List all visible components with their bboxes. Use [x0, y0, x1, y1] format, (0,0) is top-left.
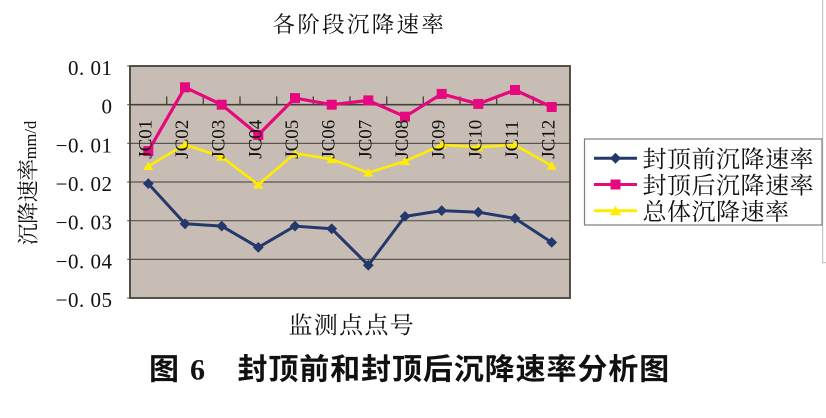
svg-text:JC05: JC05: [282, 120, 303, 159]
svg-text:−0. 04: −0. 04: [56, 249, 113, 273]
svg-text:mm/d: mm/d: [21, 120, 40, 159]
svg-text:JC11: JC11: [502, 120, 523, 158]
svg-text:JC06: JC06: [319, 120, 340, 159]
svg-text:−0. 03: −0. 03: [56, 211, 113, 235]
svg-text:0. 01: 0. 01: [68, 56, 113, 80]
svg-text:JC02: JC02: [172, 120, 193, 159]
svg-text:JC01: JC01: [135, 120, 156, 159]
svg-text:JC04: JC04: [245, 119, 266, 159]
svg-text:−0. 02: −0. 02: [56, 172, 113, 196]
svg-text:JC03: JC03: [209, 120, 230, 159]
svg-text:−0. 01: −0. 01: [56, 133, 113, 157]
svg-text:JC10: JC10: [465, 120, 486, 159]
svg-text:6: 6: [190, 354, 205, 387]
svg-text:0: 0: [102, 95, 113, 119]
svg-text:−0. 05: −0. 05: [56, 288, 113, 312]
svg-text:JC07: JC07: [355, 120, 376, 159]
svg-text:JC09: JC09: [429, 120, 450, 159]
svg-text:JC08: JC08: [392, 120, 413, 159]
svg-text:JC12: JC12: [539, 120, 560, 159]
